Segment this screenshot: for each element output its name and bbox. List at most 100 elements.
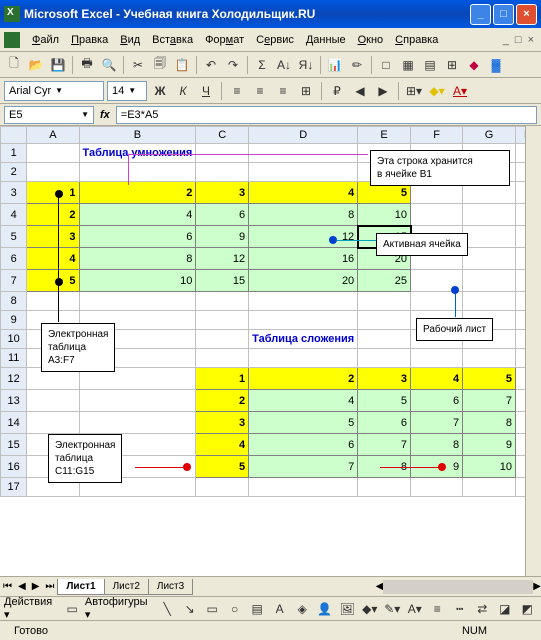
sort-asc-icon[interactable]: A↓ [274, 55, 294, 75]
cell-D15[interactable]: 6 [249, 434, 358, 456]
menu-format[interactable]: Формат [199, 32, 250, 48]
cell-E10[interactable] [358, 330, 411, 349]
textbox-icon[interactable]: ▤ [247, 599, 267, 619]
cell-G14[interactable]: 8 [463, 412, 516, 434]
row-header-2[interactable]: 2 [1, 163, 27, 182]
menu-file[interactable]: Файл [26, 32, 65, 48]
menu-data[interactable]: Данные [300, 32, 352, 48]
cell-C2[interactable] [196, 163, 249, 182]
cell-F14[interactable]: 7 [411, 412, 463, 434]
h-scroll-right[interactable]: ▶ [533, 581, 541, 592]
shadow-icon[interactable]: ◪ [495, 599, 515, 619]
tool6-icon[interactable]: ▓ [486, 55, 506, 75]
preview-icon[interactable]: 🔍 [99, 55, 119, 75]
tool2-icon[interactable]: ▦ [398, 55, 418, 75]
fx-icon[interactable]: fx [100, 109, 110, 121]
menu-window[interactable]: Окно [352, 32, 390, 48]
chart-icon[interactable]: 📊 [325, 55, 345, 75]
row-header-3[interactable]: 3 [1, 182, 27, 204]
cell-A5[interactable]: 3 [27, 226, 79, 248]
cell-C12[interactable]: 1 [196, 368, 249, 390]
cell-C13[interactable]: 2 [196, 390, 249, 412]
cell-C3[interactable]: 3 [196, 182, 249, 204]
cell-D9[interactable] [249, 311, 358, 330]
bold-icon[interactable]: Ж [150, 81, 170, 101]
doc-window-buttons[interactable]: _□× [500, 34, 537, 46]
font-name-combo[interactable]: Arial Cyr▼ [4, 81, 104, 101]
cell-B1[interactable]: Таблица умножения [79, 144, 196, 163]
cell-G7[interactable] [463, 270, 516, 292]
align-right-icon[interactable]: ≡ [273, 81, 293, 101]
copy-icon[interactable]: 🗐 [150, 55, 170, 75]
cell-C16[interactable]: 5 [196, 456, 249, 478]
font-color-icon[interactable]: A▾ [450, 81, 470, 101]
cell-B5[interactable]: 6 [79, 226, 196, 248]
cell-D17[interactable] [249, 478, 358, 497]
cell-C17[interactable] [196, 478, 249, 497]
autoshapes-menu[interactable]: Автофигуры ▾ [85, 596, 154, 621]
cell-A2[interactable] [27, 163, 79, 182]
sheet-tab-3[interactable]: Лист3 [148, 579, 193, 595]
arrow-icon[interactable]: ↘ [180, 599, 200, 619]
tool1-icon[interactable]: □ [376, 55, 396, 75]
italic-icon[interactable]: К [173, 81, 193, 101]
row-header-14[interactable]: 14 [1, 412, 27, 434]
cell-F12[interactable]: 4 [411, 368, 463, 390]
cell-B3[interactable]: 2 [79, 182, 196, 204]
open-icon[interactable]: 📂 [26, 55, 46, 75]
cell-C7[interactable]: 15 [196, 270, 249, 292]
cell-A8[interactable] [27, 292, 79, 311]
cell-G17[interactable] [463, 478, 516, 497]
cell-D7[interactable]: 20 [249, 270, 358, 292]
row-header-6[interactable]: 6 [1, 248, 27, 270]
cell-D3[interactable]: 4 [249, 182, 358, 204]
sheet-tab-1[interactable]: Лист1 [57, 579, 104, 595]
cell-G4[interactable] [463, 204, 516, 226]
row-header-9[interactable]: 9 [1, 311, 27, 330]
cell-G16[interactable]: 10 [463, 456, 516, 478]
paste-icon[interactable]: 📋 [172, 55, 192, 75]
sheet-nav-last[interactable]: ⏭ [42, 581, 57, 592]
cell-B2[interactable] [79, 163, 196, 182]
dia-icon[interactable]: ◈ [292, 599, 312, 619]
cell-D13[interactable]: 4 [249, 390, 358, 412]
sheet-tab-2[interactable]: Лист2 [104, 579, 149, 595]
cell-A3[interactable]: 1 [27, 182, 79, 204]
cell-E17[interactable] [358, 478, 411, 497]
cell-A4[interactable]: 2 [27, 204, 79, 226]
linecolor-icon[interactable]: ✎▾ [382, 599, 402, 619]
menu-insert[interactable]: Вставка [146, 32, 199, 48]
close-button[interactable]: × [516, 4, 537, 25]
cell-G8[interactable] [463, 292, 516, 311]
cell-B7[interactable]: 10 [79, 270, 196, 292]
oval-icon[interactable]: ○ [225, 599, 245, 619]
dash-icon[interactable]: ┅ [450, 599, 470, 619]
select-icon[interactable]: ▭ [62, 599, 82, 619]
cell-C4[interactable]: 6 [196, 204, 249, 226]
vertical-scrollbar[interactable] [525, 126, 541, 576]
cell-E7[interactable]: 25 [358, 270, 411, 292]
fontcolor2-icon[interactable]: A▾ [405, 599, 425, 619]
cell-F17[interactable] [411, 478, 463, 497]
doc-icon[interactable] [4, 32, 20, 48]
cell-E12[interactable]: 3 [358, 368, 411, 390]
row-header-11[interactable]: 11 [1, 349, 27, 368]
cell-A14[interactable] [27, 412, 79, 434]
linewidth-icon[interactable]: ≡ [428, 599, 448, 619]
cell-E8[interactable] [358, 292, 411, 311]
sum-icon[interactable]: Σ [252, 55, 272, 75]
cell-G5[interactable] [463, 226, 516, 248]
row-header-12[interactable]: 12 [1, 368, 27, 390]
cell-D11[interactable] [249, 349, 358, 368]
row-header-10[interactable]: 10 [1, 330, 27, 349]
cell-D5[interactable]: 12 [249, 226, 358, 248]
cell-E11[interactable] [358, 349, 411, 368]
cell-D4[interactable]: 8 [249, 204, 358, 226]
row-header-15[interactable]: 15 [1, 434, 27, 456]
col-header-E[interactable]: E [358, 127, 411, 144]
cell-D14[interactable]: 5 [249, 412, 358, 434]
cell-B6[interactable]: 8 [79, 248, 196, 270]
fill-color-icon[interactable]: ◆▾ [427, 81, 447, 101]
row-header-7[interactable]: 7 [1, 270, 27, 292]
formula-input[interactable]: =E3*A5 [116, 106, 537, 124]
